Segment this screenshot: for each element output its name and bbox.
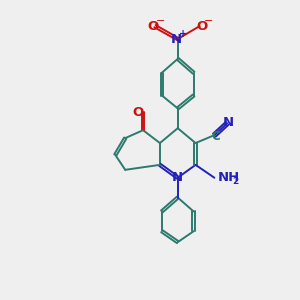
- Text: O: O: [196, 20, 207, 33]
- Text: +: +: [178, 29, 187, 39]
- Text: N: N: [223, 116, 234, 129]
- Text: O: O: [133, 106, 144, 119]
- Text: O: O: [147, 20, 159, 33]
- Text: N: N: [171, 32, 182, 46]
- Text: −: −: [204, 16, 213, 26]
- Text: −: −: [156, 16, 166, 26]
- Text: NH: NH: [218, 171, 240, 184]
- Text: C: C: [211, 130, 220, 142]
- Text: 2: 2: [232, 177, 239, 186]
- Text: N: N: [172, 171, 183, 184]
